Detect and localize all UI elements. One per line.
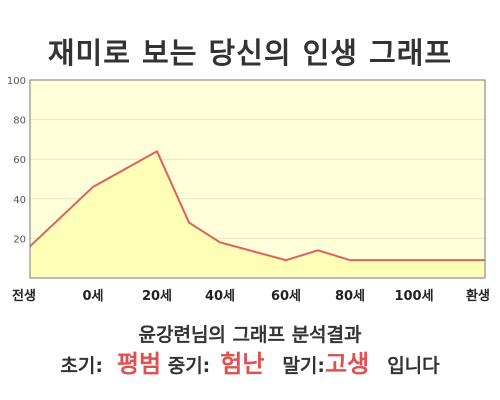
x-tick-label: 80세 (335, 289, 365, 304)
mid-label: 중기: (167, 355, 211, 377)
result-ending: 입니다 (387, 355, 440, 377)
x-tick-label: 40세 (205, 289, 235, 304)
y-tick-label: 20 (13, 234, 26, 245)
page-title: 재미로 보는 당신의 인생 그래프 (47, 36, 453, 70)
x-tick-label: 전생 (12, 288, 36, 304)
life-area-fill (30, 151, 485, 278)
analysis-subtitle: 윤강련님의 그래프 분석결과 (138, 324, 362, 346)
x-axis-ticks: 전생 0세 20세 40세 60세 80세 100세 환생 (12, 288, 490, 304)
y-tick-label: 80 (13, 116, 26, 127)
mid-value: 험난 (220, 350, 265, 378)
analysis-result: 초기: 평범 중기: 험난 말기:고생 입니다 (0, 344, 500, 379)
late-label: 말기: (282, 355, 326, 377)
early-value: 평범 (116, 350, 162, 378)
y-tick-label: 100 (7, 76, 26, 87)
x-tick-label: 100세 (394, 289, 433, 304)
x-tick-label: 0세 (82, 289, 103, 304)
x-tick-label: 환생 (466, 288, 490, 304)
y-tick-label: 60 (13, 155, 26, 166)
x-tick-label: 20세 (142, 289, 172, 304)
y-tick-label: 40 (13, 195, 26, 206)
life-line (29, 149, 485, 262)
x-tick-label: 60세 (271, 289, 301, 304)
plot-border (29, 79, 486, 279)
y-axis-ticks: 100 80 60 40 20 (7, 76, 26, 245)
late-value: 고생 (325, 350, 370, 378)
early-label: 초기: (60, 355, 103, 377)
